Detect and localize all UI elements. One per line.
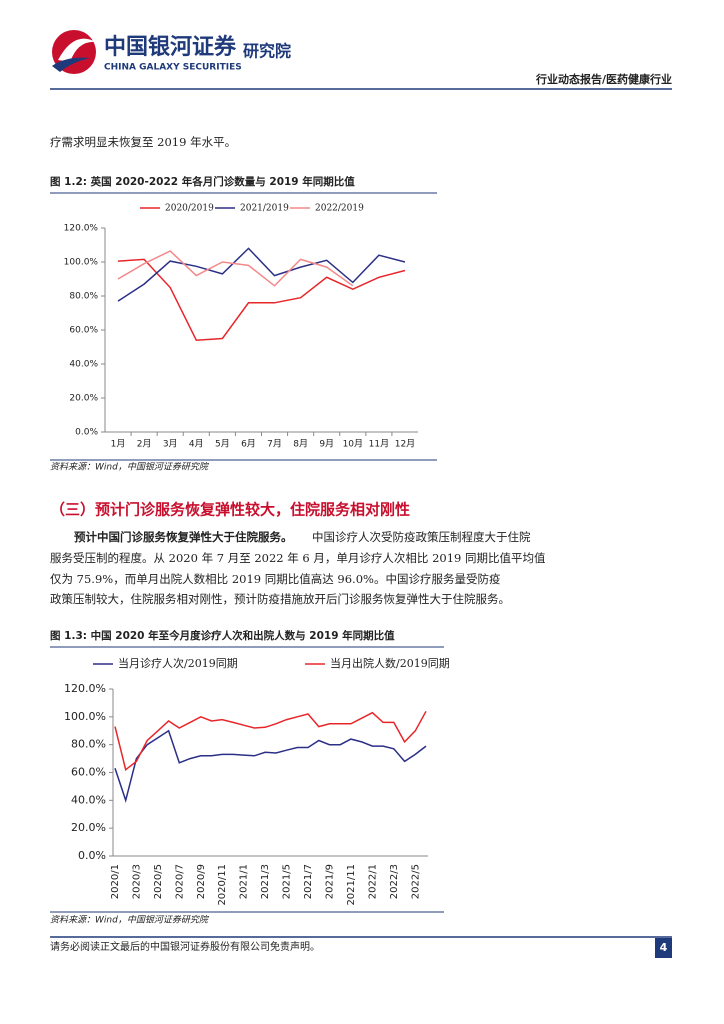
series-line: [114, 729, 427, 803]
x-tick-label: 2021/5: [282, 864, 293, 899]
series-line: [117, 250, 354, 287]
page-box: [655, 938, 672, 958]
x-tick-label: 8月: [293, 439, 308, 450]
figure-title: 图 1.3: 中国 2020 年至今月度诊疗人次和出院人数与 2019 年同期比…: [50, 629, 395, 642]
y-tick-label: 20.0%: [69, 394, 98, 404]
y-tick-label: 100.0%: [64, 258, 99, 268]
y-tick-label: 60.0%: [69, 326, 98, 336]
x-tick-label: 2月: [137, 439, 152, 450]
x-tick-label: 2020/7: [174, 864, 185, 899]
logo-swoosh: [52, 57, 90, 72]
x-tick-label: 2021/9: [324, 864, 335, 899]
y-tick-label: 80.0%: [69, 292, 98, 302]
y-tick-label: 120.0%: [64, 224, 99, 234]
legend-label: 2020/2019: [165, 204, 214, 214]
paragraph-line: 服务受压制的程度。从 2020 年 7 月至 2022 年 6 月，单月诊疗人次…: [50, 551, 546, 565]
x-tick-label: 1月: [111, 439, 126, 450]
legend-label: 当月诊疗人次/2019同期: [118, 656, 238, 670]
y-tick-label: 60.0%: [71, 766, 106, 779]
paragraph-line: 仅为 75.9%，而单月出院人数相比 2019 同期比值高达 96.0%。中国诊…: [50, 572, 500, 586]
series-line: [117, 258, 406, 341]
y-tick-label: 100.0%: [64, 710, 106, 723]
paragraph-bold: 预计中国门诊服务恢复弹性大于住院服务。: [74, 530, 293, 544]
x-tick-label: 2022/1: [367, 864, 378, 899]
page-number: 4: [660, 941, 668, 954]
paragraph-line: 政策压制较大，住院服务相对刚性，预计防疫措施放开后门诊服务恢复弹性大于住院服务。: [50, 592, 510, 606]
y-tick-label: 0.0%: [75, 428, 98, 438]
x-tick-label: 2021/11: [346, 864, 357, 906]
x-tick-label: 3月: [163, 439, 178, 450]
x-tick-label: 2021/1: [239, 864, 250, 899]
x-tick-label: 4月: [189, 439, 204, 450]
x-tick-label: 2021/7: [303, 864, 314, 899]
source: 资料来源：Wind，中国银河证券研究院: [50, 915, 210, 926]
legend-label: 2022/2019: [315, 204, 364, 214]
logo-swoosh: [58, 38, 96, 62]
x-tick-label: 11月: [369, 439, 389, 450]
institute: 研究院: [243, 42, 291, 61]
y-tick-label: 0.0%: [78, 849, 106, 862]
x-tick-label: 7月: [267, 439, 282, 450]
y-tick-label: 20.0%: [71, 821, 106, 834]
figure-title: 图 1.2: 英国 2020-2022 年各月门诊数量与 2019 年同期比值: [50, 175, 355, 188]
y-tick-label: 120.0%: [64, 682, 106, 695]
x-tick-label: 2020/9: [196, 864, 207, 899]
x-tick-label: 2020/3: [131, 864, 142, 899]
series-line: [117, 247, 406, 302]
x-tick-label: 10月: [343, 439, 363, 450]
disclaimer: 请务必阅读正文最后的中国银河证券股份有限公司免责声明。: [50, 940, 320, 953]
x-tick-label: 5月: [215, 439, 230, 450]
x-tick-label: 2021/3: [260, 864, 271, 899]
y-tick-label: 80.0%: [71, 738, 106, 751]
paragraph-line: 中国诊疗人次受防疫政策压制程度大于住院: [312, 530, 531, 544]
y-tick-label: 40.0%: [71, 793, 106, 806]
brand-en: CHINA GALAXY SECURITIES: [104, 63, 242, 73]
report-type: 行业动态报告/医药健康行业: [535, 72, 672, 86]
body-text: 疗需求明显未恢复至 2019 年水平。: [50, 135, 236, 149]
brand: 中国银河证券: [104, 34, 237, 60]
legend-label: 2021/2019: [240, 204, 289, 214]
series-line: [114, 710, 427, 771]
y-tick-label: 40.0%: [69, 360, 98, 370]
source: 资料来源：Wind，中国银河证券研究院: [50, 462, 210, 473]
x-tick-label: 2020/1: [110, 864, 121, 899]
x-tick-label: 2020/5: [153, 864, 164, 899]
x-tick-label: 6月: [241, 439, 256, 450]
x-tick-label: 2022/5: [410, 864, 421, 899]
x-tick-label: 2020/11: [217, 864, 228, 906]
section-heading: （三）预计门诊服务恢复弹性较大，住院服务相对刚性: [50, 501, 410, 519]
logo: [52, 30, 96, 74]
legend-label: 当月出院人数/2019同期: [330, 656, 450, 670]
x-tick-label: 12月: [395, 439, 415, 450]
x-tick-label: 9月: [319, 439, 334, 450]
x-tick-label: 2022/3: [389, 864, 400, 899]
